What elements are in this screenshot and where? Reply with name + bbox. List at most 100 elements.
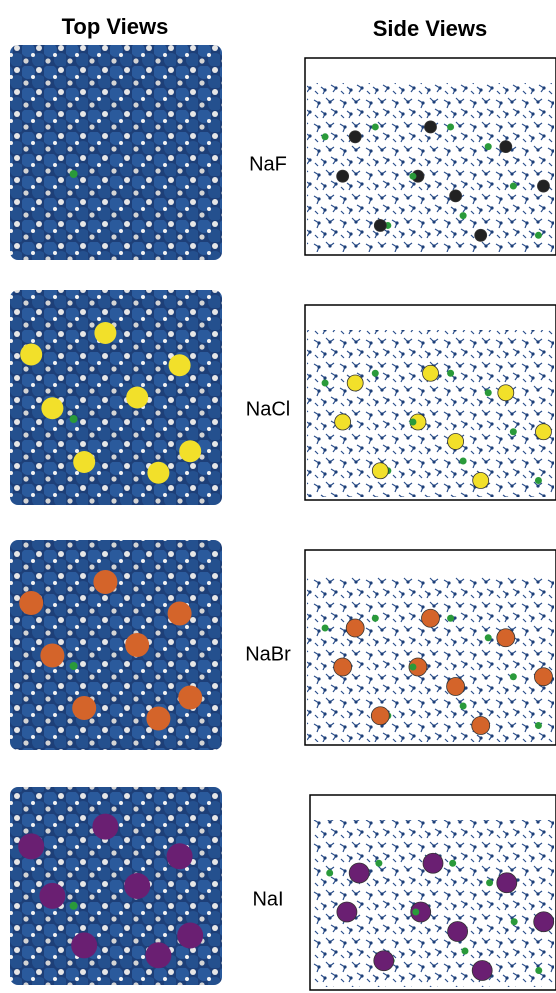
ion: [447, 370, 454, 377]
ion: [534, 912, 554, 932]
ion: [146, 707, 170, 731]
ion: [20, 344, 42, 366]
ion: [485, 143, 492, 150]
top-view: [10, 290, 222, 505]
ion: [423, 365, 439, 381]
ion: [93, 570, 117, 594]
ion: [535, 477, 542, 484]
ion: [178, 686, 202, 710]
ion: [169, 354, 191, 376]
ion: [322, 625, 329, 632]
ion: [510, 673, 517, 680]
row-label: NaI: [252, 888, 283, 910]
ion: [500, 141, 512, 153]
top-view: [10, 45, 222, 260]
ion: [447, 123, 454, 130]
ion: [337, 170, 349, 182]
ion: [70, 902, 78, 910]
ion: [372, 123, 379, 130]
ion: [375, 860, 382, 867]
ion: [41, 397, 63, 419]
ion: [497, 873, 517, 893]
ion: [372, 615, 379, 622]
top-view: [10, 787, 222, 985]
ion: [409, 664, 416, 671]
ion: [498, 385, 514, 401]
ion: [322, 380, 329, 387]
ion: [326, 870, 333, 877]
ion: [473, 473, 489, 489]
ion: [372, 370, 379, 377]
ion: [335, 414, 351, 430]
ion: [534, 668, 552, 686]
ion: [71, 932, 97, 958]
ion: [126, 387, 148, 409]
ion: [337, 902, 357, 922]
ion: [449, 860, 456, 867]
ion: [486, 879, 493, 886]
ion: [73, 451, 95, 473]
ion: [409, 419, 416, 426]
ion: [422, 609, 440, 627]
top-view: [10, 540, 222, 750]
ion: [535, 232, 542, 239]
ion: [70, 415, 78, 423]
ion: [472, 717, 490, 735]
ion: [475, 229, 487, 241]
ion: [125, 633, 149, 657]
ion: [412, 909, 419, 916]
ion: [511, 918, 518, 925]
ion: [40, 644, 64, 668]
ion: [423, 853, 443, 873]
side-view-molecules: [307, 83, 554, 252]
ion: [147, 462, 169, 484]
ion: [70, 662, 78, 670]
ion: [70, 170, 78, 178]
ion: [349, 863, 369, 883]
ion: [179, 440, 201, 462]
ion: [145, 942, 171, 968]
column-header: Top Views: [62, 14, 169, 39]
row-label: NaF: [249, 153, 287, 175]
ion: [409, 173, 416, 180]
side-view-molecules: [307, 330, 554, 497]
ion: [347, 375, 363, 391]
ion: [18, 833, 44, 859]
ion: [510, 428, 517, 435]
ion: [460, 212, 467, 219]
ion: [349, 131, 361, 143]
ion: [425, 121, 437, 133]
ion: [124, 873, 150, 899]
ion: [372, 463, 388, 479]
ion: [19, 591, 43, 615]
ion: [447, 615, 454, 622]
ion: [497, 629, 515, 647]
ion: [448, 922, 468, 942]
ion: [537, 180, 549, 192]
ion: [346, 619, 364, 637]
ion: [535, 967, 542, 974]
ion: [374, 951, 394, 971]
ion: [485, 389, 492, 396]
ion: [510, 183, 517, 190]
ion: [460, 458, 467, 465]
ion: [535, 722, 542, 729]
row-label: NaCl: [246, 398, 290, 420]
ion: [177, 923, 203, 949]
figure: Top Views Side Views NaF NaCl NaBr NaI: [0, 0, 556, 993]
ion: [371, 707, 389, 725]
ion: [72, 696, 96, 720]
ion: [450, 190, 462, 202]
ion: [374, 219, 386, 231]
ion: [447, 678, 465, 696]
column-header: Side Views: [373, 16, 488, 41]
ion: [448, 434, 464, 450]
row-label: NaBr: [245, 643, 291, 665]
ion: [94, 322, 116, 344]
ion: [334, 658, 352, 676]
ion: [167, 843, 193, 869]
ion: [92, 814, 118, 840]
ion: [39, 883, 65, 909]
ion: [472, 961, 492, 981]
ion: [168, 602, 192, 626]
